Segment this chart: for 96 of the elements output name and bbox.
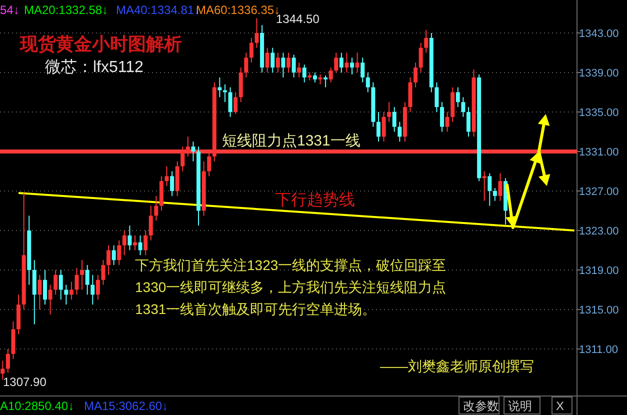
candlestick: [218, 76, 222, 98]
candlestick: [339, 52, 344, 73]
candlestick: [265, 47, 270, 73]
candlestick: [445, 111, 450, 132]
annotation: 1331一线首次触及即可先行空单进场。: [135, 301, 376, 317]
candlestick: [461, 96, 466, 118]
candlestick: [122, 230, 126, 256]
candlestick: [254, 18, 259, 48]
y-tick-label: 1311.00: [579, 344, 618, 356]
candlestick: [191, 141, 196, 162]
candlestick: [302, 64, 306, 83]
y-tick-label: 1315.00: [579, 304, 619, 316]
candlestick: [148, 205, 153, 241]
candlestick: [101, 260, 106, 286]
candlestick: [96, 274, 100, 300]
candlestick: [355, 52, 360, 73]
candlestick: [270, 47, 275, 73]
candlestick: [112, 244, 116, 266]
text: 改参数: [463, 399, 499, 413]
candlestick: [312, 72, 317, 83]
candlestick: [54, 269, 58, 296]
candlestick: [128, 225, 132, 251]
candlestick: [492, 188, 497, 202]
candlestick: [154, 195, 158, 222]
candlestick: [48, 284, 52, 315]
candlestick: [350, 57, 354, 75]
candlestick: [117, 240, 122, 266]
candlestick: [418, 42, 423, 73]
candlestick: [249, 37, 254, 64]
candlestick: [138, 234, 142, 256]
y-tick-label: 1339.00: [579, 67, 619, 80]
candlestick: [297, 62, 302, 78]
candlestick: [0, 360, 5, 380]
candlestick: [106, 244, 111, 276]
annotation: MA20:1332.58↓: [24, 3, 108, 17]
candlestick: [334, 52, 338, 73]
annotation: 54↓: [0, 3, 20, 17]
annotation: 1330一线即可继续多，上方我们先关注短线阻力点: [135, 279, 446, 295]
candlestick: [366, 72, 370, 93]
y-tick-label: 1327.00: [579, 186, 619, 198]
candlestick: [392, 106, 396, 132]
candlestick: [440, 102, 444, 132]
text: X: [556, 399, 564, 413]
candlestick: [74, 268, 79, 296]
text: 现货黄金小时图解析: [19, 34, 182, 55]
text: 微芯：lfx5112: [45, 58, 144, 76]
candlestick: [64, 284, 68, 306]
candlestick: [424, 30, 428, 54]
candlestick: [281, 52, 286, 78]
candlestick: [58, 269, 63, 300]
candlestick: [38, 274, 42, 310]
candlestick: [234, 92, 238, 114]
candlestick: [286, 52, 290, 73]
candlestick: [360, 57, 365, 83]
candlestick: [144, 230, 148, 256]
text: MA15:3062.60↓: [84, 399, 168, 413]
candlestick: [276, 52, 280, 73]
y-tick-label: 1343.00: [579, 28, 619, 40]
y-tick-label: 1331.00: [579, 146, 619, 158]
candlestick: [382, 111, 386, 142]
candlestick: [488, 172, 492, 206]
candlestick: [387, 102, 392, 122]
candlestick: [434, 82, 439, 112]
annotation: 下方我们首先关注1323一线的支撑点，破位回踩至: [135, 257, 446, 273]
candlestick: [132, 234, 137, 251]
annotation: 1307.90: [3, 375, 47, 389]
annotation: 下行趋势线: [275, 191, 355, 209]
candlestick: [69, 281, 74, 300]
candlestick: [398, 121, 402, 142]
candlestick: [466, 106, 470, 138]
y-tick-label: 1319.00: [579, 264, 619, 277]
candlestick: [90, 274, 95, 306]
candlestick: [376, 111, 380, 142]
ref-line-label: 短线阻力点1331一线: [222, 132, 360, 150]
candlestick: [456, 86, 460, 108]
candlestick: [328, 67, 333, 83]
candlestick: [318, 74, 322, 85]
candlestick: [498, 172, 502, 202]
candlestick: [344, 52, 349, 73]
candlestick: [80, 260, 84, 290]
candlestick: [324, 74, 328, 88]
y-tick-label: 1323.00: [579, 225, 619, 238]
candlestick: [6, 348, 10, 374]
candlestick: [170, 170, 174, 196]
candlestick: [228, 86, 232, 118]
candlestick: [244, 52, 248, 78]
text: 说明: [508, 399, 532, 413]
candlestick: [292, 54, 296, 78]
candlestick: [85, 264, 90, 296]
candlestick: [414, 62, 418, 88]
annotation: ——刘樊鑫老师原创撰写: [380, 358, 534, 374]
candlestick: [482, 170, 486, 202]
y-tick-label: 1335.00: [579, 106, 619, 119]
candlestick: [42, 269, 47, 306]
candlestick: [164, 166, 169, 187]
text: A10:2850.40↓: [0, 399, 74, 413]
